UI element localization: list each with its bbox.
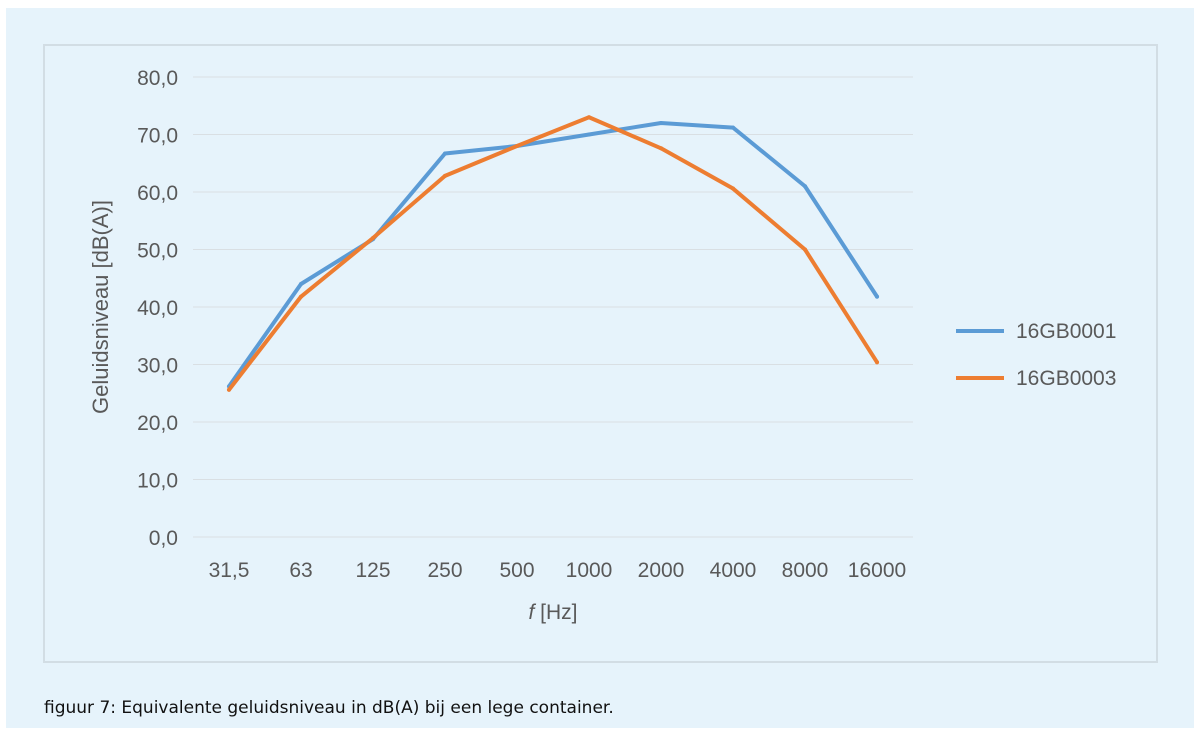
y-axis-ticks: 0,0 10,0 20,0 30,0 40,0 50,0 60,0 70,0 80,0: [137, 67, 178, 550]
series-line-2: [227, 115, 879, 392]
data-point: [875, 294, 879, 299]
x-tick-label: 63: [289, 559, 312, 582]
data-point: [731, 186, 735, 191]
legend: 16GB0001 16GB0003: [956, 320, 1116, 390]
data-point: [803, 184, 807, 189]
series-lines: [227, 115, 879, 392]
data-point: [227, 387, 231, 392]
x-tick-label: 125: [355, 559, 390, 582]
y-tick-label: 30,0: [137, 355, 178, 378]
y-tick-label: 70,0: [137, 125, 178, 148]
data-point: [515, 144, 519, 148]
figure-caption: figuur 7: Equivalente geluidsniveau in d…: [44, 698, 614, 718]
data-point: [299, 282, 303, 286]
x-tick-label: 16000: [848, 559, 906, 582]
y-tick-label: 20,0: [137, 412, 178, 435]
data-point: [875, 360, 879, 365]
legend-label: 16GB0003: [1016, 367, 1116, 390]
y-axis-label: Geluidsniveau [dB(A)]: [88, 200, 113, 414]
x-axis-label: f [Hz]: [528, 601, 577, 624]
x-tick-label: 31,5: [209, 559, 250, 582]
data-point: [731, 125, 735, 130]
chart-area: [43, 44, 1158, 663]
y-tick-label: 0,0: [149, 527, 178, 550]
x-tick-label: 250: [427, 559, 462, 582]
data-point: [659, 121, 663, 125]
y-tick-label: 50,0: [137, 240, 178, 263]
x-tick-label: 1000: [566, 559, 613, 582]
x-axis-ticks: 31,5 63 125 250 500 1000 2000 4000 8000 16000: [209, 559, 907, 582]
data-point: [587, 115, 591, 120]
x-tick-label: 8000: [782, 559, 829, 582]
x-tick-label: 500: [499, 559, 534, 582]
y-tick-label: 10,0: [137, 470, 178, 493]
data-point: [371, 236, 375, 240]
y-tick-label: 80,0: [137, 67, 178, 90]
data-point: [443, 151, 447, 156]
data-point: [587, 132, 591, 137]
gridlines: [193, 76, 913, 538]
x-tick-label: 4000: [710, 559, 757, 582]
legend-label: 16GB0001: [1016, 320, 1116, 343]
data-point: [299, 294, 303, 299]
series-line-1: [227, 121, 879, 389]
x-tick-label: 2000: [638, 559, 685, 582]
x-axis-label-symbol: f: [528, 601, 536, 624]
y-tick-label: 40,0: [137, 297, 178, 320]
y-tick-label: 60,0: [137, 182, 178, 205]
x-axis-label-unit: [Hz]: [534, 601, 577, 624]
data-point: [803, 247, 807, 252]
data-point: [659, 146, 663, 151]
data-point: [443, 173, 447, 178]
